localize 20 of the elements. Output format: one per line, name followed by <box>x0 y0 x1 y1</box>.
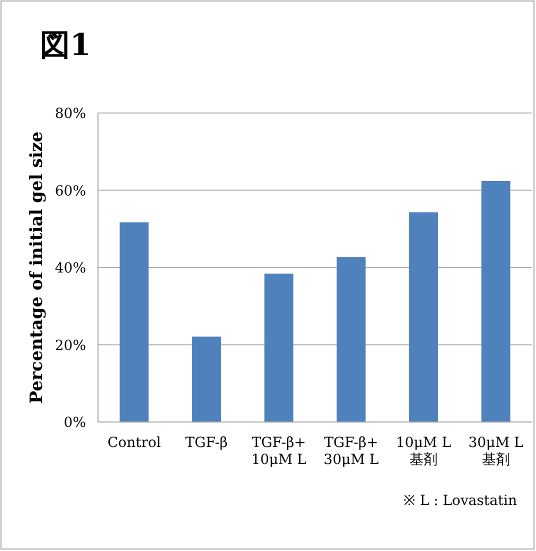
y-axis-title: Percentage of initial gel size <box>27 131 47 404</box>
y-tick-label: 0% <box>64 415 86 431</box>
x-tick-label: 30μM L 基剤 <box>468 435 524 468</box>
chart-title: 図1 <box>40 28 91 63</box>
y-tick-label: 80% <box>54 106 86 122</box>
x-tick-label: Control <box>107 435 162 451</box>
y-tick-label: 60% <box>54 183 86 200</box>
bar <box>264 274 294 422</box>
x-tick-label: TGF-β <box>185 435 228 451</box>
bar <box>120 222 149 422</box>
bar <box>481 180 510 422</box>
x-tick-label: TGF-β+ 30μM L <box>324 435 379 468</box>
x-tick-label: TGF-β+ 10μM L <box>251 435 306 468</box>
bar <box>192 336 221 422</box>
text: ※ L : Lovastatin <box>403 493 517 509</box>
y-tick-label: 20% <box>54 338 86 354</box>
x-tick-label: 10μM L 基剤 <box>396 435 451 468</box>
bar <box>336 257 366 422</box>
bar <box>409 212 438 422</box>
y-tick-label: 40% <box>54 260 86 276</box>
